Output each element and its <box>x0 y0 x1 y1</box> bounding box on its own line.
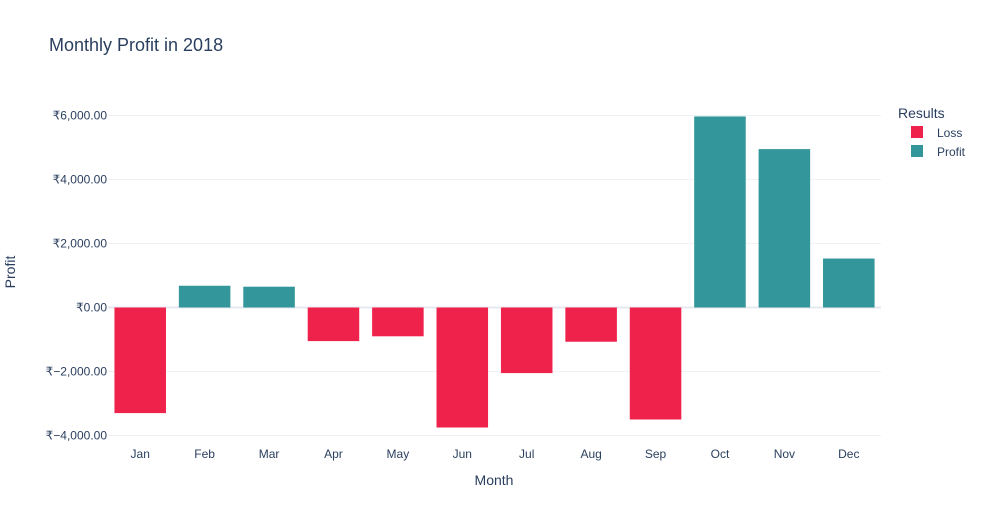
bar-jun[interactable] <box>436 307 489 428</box>
legend-item-profit[interactable]: Profit <box>911 145 966 159</box>
y-tick-label: ₹2,000.00 <box>53 237 108 251</box>
x-axis-title: Month <box>475 472 514 488</box>
x-tick-label: Dec <box>838 447 859 461</box>
chart-title: Monthly Profit in 2018 <box>49 35 223 55</box>
bar-may[interactable] <box>372 307 424 337</box>
bar-sep[interactable] <box>629 307 682 420</box>
bar-oct[interactable] <box>694 116 746 308</box>
bar-feb[interactable] <box>178 285 231 308</box>
x-tick-label: Sep <box>645 447 667 461</box>
legend-label-loss: Loss <box>937 126 962 140</box>
bars <box>114 116 875 428</box>
x-tick-label: Apr <box>324 447 343 461</box>
bar-dec[interactable] <box>823 258 875 308</box>
y-tick-label: ₹0.00 <box>76 301 107 315</box>
y-tick-label: ₹−2,000.00 <box>46 365 108 379</box>
y-tick-label: ₹−4,000.00 <box>46 429 108 443</box>
y-tick-label: ₹6,000.00 <box>53 109 108 123</box>
bar-jan[interactable] <box>114 307 166 414</box>
x-tick-label: Aug <box>580 447 601 461</box>
legend: Results Loss Profit <box>898 105 966 159</box>
y-axis-title: Profit <box>2 256 18 289</box>
bar-nov[interactable] <box>758 149 811 308</box>
gridlines <box>108 115 881 436</box>
x-tick-label: Oct <box>711 447 730 461</box>
legend-swatch-loss <box>911 126 923 138</box>
x-tick-labels: Jan Feb Mar Apr May Jun Jul Aug Sep Oct Nov Dec <box>131 447 860 461</box>
bar-mar[interactable] <box>243 286 295 308</box>
legend-swatch-profit <box>911 145 923 157</box>
x-tick-label: Feb <box>194 447 215 461</box>
x-tick-label: Jan <box>131 447 150 461</box>
x-tick-label: Jun <box>453 447 472 461</box>
legend-title: Results <box>898 105 945 121</box>
y-tick-label: ₹4,000.00 <box>53 173 108 187</box>
y-tick-labels: ₹−4,000.00 ₹−2,000.00 ₹0.00 ₹2,000.00 ₹4,000… <box>46 109 108 443</box>
x-tick-label: Mar <box>259 447 280 461</box>
bar-jul[interactable] <box>500 307 553 374</box>
bar-aug[interactable] <box>565 307 617 342</box>
x-tick-label: Nov <box>774 447 795 461</box>
legend-item-loss[interactable]: Loss <box>911 126 962 140</box>
bar-apr[interactable] <box>307 307 360 342</box>
x-tick-label: Jul <box>519 447 534 461</box>
x-tick-label: May <box>387 447 410 461</box>
legend-label-profit: Profit <box>937 145 966 159</box>
